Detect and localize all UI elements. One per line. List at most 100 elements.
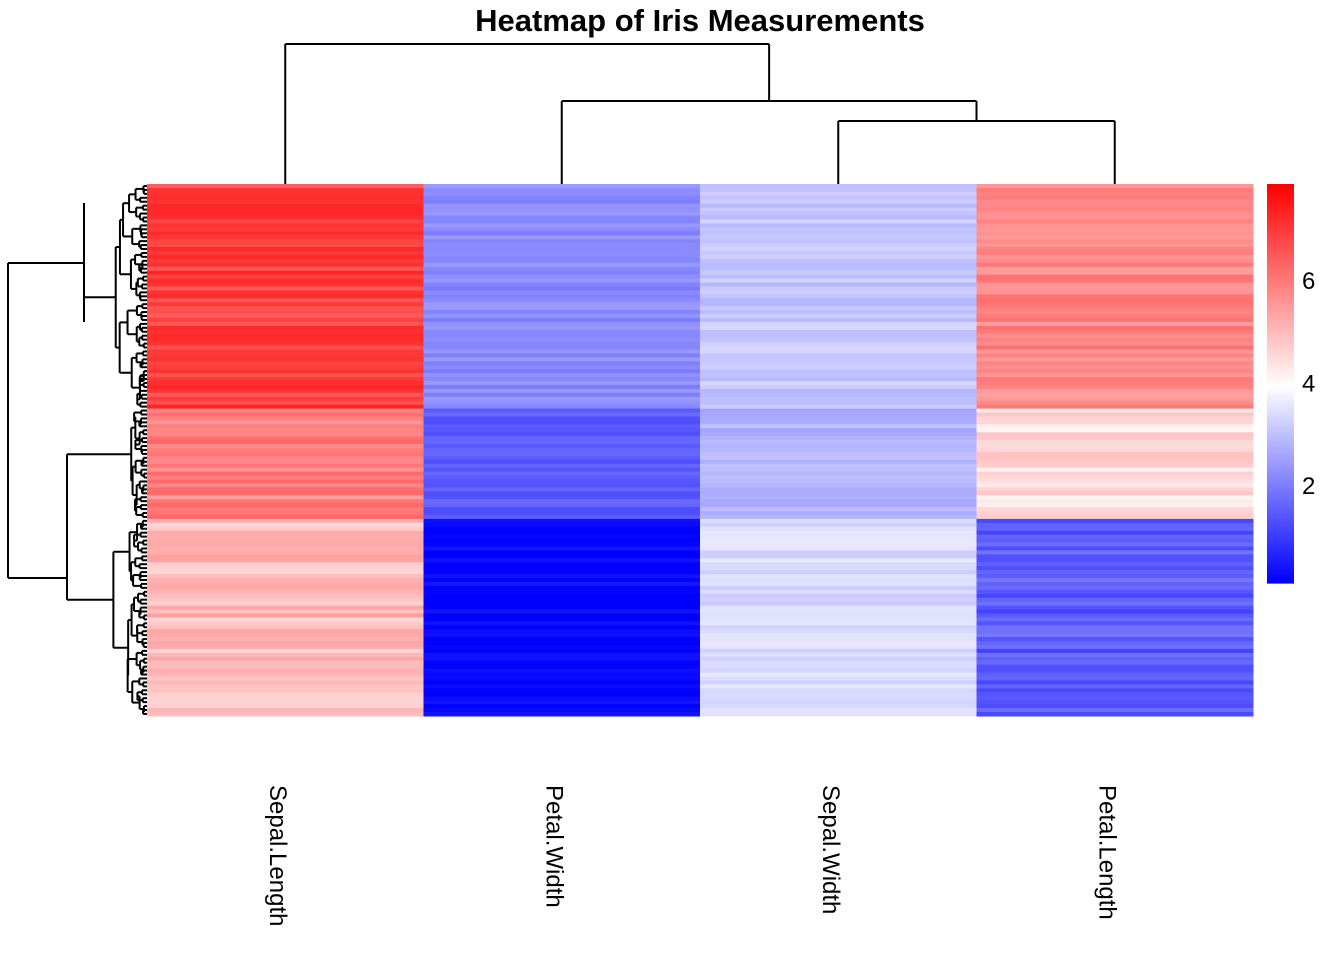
heatmap-cell [976, 471, 1254, 477]
heatmap-cell [700, 337, 977, 343]
legend-color-step [1267, 371, 1294, 375]
heatmap-cell [423, 475, 701, 481]
heatmap-cell [147, 408, 424, 414]
legend-color-step [1267, 537, 1294, 540]
legend-color-step [1267, 297, 1294, 301]
heatmap-cell [423, 578, 701, 583]
legend-color-step [1267, 237, 1294, 241]
column-dendrogram [284, 43, 1116, 184]
heatmap-cell [423, 400, 701, 406]
heatmap-cell [423, 361, 701, 366]
heatmap-cell [700, 349, 977, 355]
heatmap-cell [147, 254, 424, 260]
heatmap-cell [423, 219, 701, 224]
heatmap-cell [700, 680, 977, 685]
heatmap-cell [700, 353, 977, 358]
heatmap-cell [700, 570, 977, 575]
legend-color-step [1267, 473, 1294, 476]
heatmap-cell [423, 629, 701, 634]
heatmap-cell [700, 656, 977, 662]
legend-color-step [1267, 567, 1294, 570]
heatmap-cell [147, 652, 424, 658]
heatmap-cell [147, 247, 424, 252]
heatmap-cell [976, 605, 1254, 611]
heatmap-cell [700, 542, 977, 548]
heatmap-cell [700, 487, 977, 492]
legend-color-step [1267, 381, 1294, 385]
heatmap-cell [147, 187, 424, 193]
heatmap-cell [423, 302, 701, 307]
heatmap-cell [976, 377, 1254, 382]
heatmap-cell [700, 605, 977, 611]
heatmap-cell [423, 451, 701, 457]
legend-color-step [1267, 379, 1294, 383]
heatmap-cell [976, 215, 1254, 221]
heatmap-cell [147, 428, 424, 433]
heatmap-cell [147, 278, 424, 284]
heatmap-cell [976, 641, 1254, 646]
heatmap-cell [147, 420, 424, 425]
heatmap-cell [700, 700, 977, 705]
heatmap-cell [423, 270, 701, 276]
heatmap-cell [147, 266, 424, 272]
legend-color-step [1267, 323, 1294, 327]
heatmap-cell [700, 373, 977, 378]
legend-color-step [1267, 459, 1294, 462]
heatmap-cell [147, 534, 424, 540]
heatmap-cell [423, 203, 701, 209]
legend-color-step [1267, 221, 1294, 225]
heatmap-cell [976, 479, 1254, 485]
legend-color-step [1267, 186, 1294, 189]
heatmap-cell [700, 195, 977, 201]
heatmap-cell [423, 294, 701, 299]
legend-color-step [1267, 351, 1294, 355]
legend-color-step [1267, 577, 1294, 580]
heatmap-cell [423, 211, 701, 217]
legend-color-step [1267, 409, 1294, 413]
heatmap-cell [147, 499, 424, 504]
legend-color-step [1267, 233, 1294, 237]
heatmap-cell [700, 479, 977, 485]
heatmap-cell [700, 298, 977, 303]
heatmap-cell [147, 396, 424, 402]
heatmap-cell [423, 207, 701, 213]
legend-color-step [1267, 289, 1294, 293]
legend-color-step [1267, 559, 1294, 562]
heatmap-cell [976, 593, 1254, 599]
heatmap-cell [976, 601, 1254, 607]
heatmap-cell [423, 641, 701, 646]
legend-color-step [1267, 389, 1294, 393]
heatmap-cell [700, 440, 977, 445]
heatmap-cell [976, 704, 1254, 709]
legend-color-step [1267, 419, 1294, 423]
heatmap-cell [976, 637, 1254, 642]
heatmap-cell [423, 652, 701, 658]
legend-color-step [1267, 201, 1294, 205]
heatmap-cell [423, 440, 701, 445]
heatmap-cell [976, 455, 1254, 461]
heatmap-cell [976, 187, 1254, 193]
legend-color-step [1267, 281, 1294, 285]
heatmap-cell [423, 585, 701, 591]
heatmap-cell [423, 337, 701, 343]
heatmap-cell [423, 231, 701, 236]
heatmap-cell [147, 329, 424, 335]
heatmap-cell [423, 455, 701, 461]
heatmap-cell [423, 247, 701, 252]
legend-color-step [1267, 193, 1294, 197]
heatmap-cell [700, 282, 977, 288]
legend-color-step [1267, 273, 1294, 277]
heatmap-cell [976, 353, 1254, 358]
heatmap-cell [423, 692, 701, 697]
heatmap-cell [147, 566, 424, 571]
heatmap-cell [423, 416, 701, 421]
legend-color-step [1267, 315, 1294, 319]
legend-color-step [1267, 507, 1294, 510]
heatmap-cell [147, 341, 424, 347]
heatmap-cell [976, 538, 1254, 544]
legend-color-step [1267, 511, 1294, 514]
legend-color-step [1267, 199, 1294, 203]
heatmap-cell [147, 518, 424, 524]
heatmap-cell [700, 243, 977, 248]
heatmap-cell [147, 617, 424, 622]
